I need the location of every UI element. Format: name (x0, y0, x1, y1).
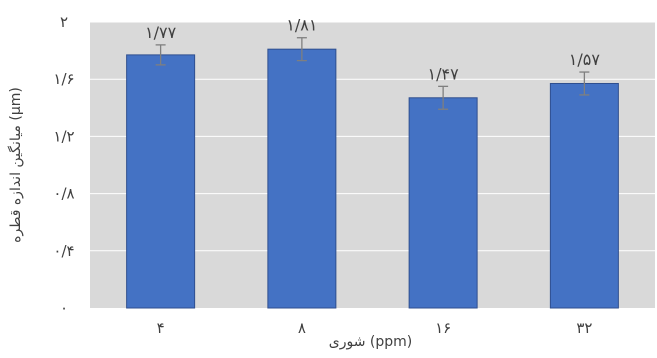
error-bar-2 (296, 37, 307, 62)
y-tick-label: ۰ (60, 299, 68, 317)
bars (126, 48, 619, 309)
data-label-1: ۱/۷۷ (145, 23, 177, 42)
x-tick-label: ۸ (298, 319, 306, 337)
y-tick-label: ۲ (60, 13, 68, 31)
error-bar-4 (579, 71, 590, 96)
y-tick-label: ۰/۸ (53, 185, 74, 203)
x-axis-title: شوری (ppm) (329, 334, 412, 350)
bar-3 (408, 97, 478, 309)
x-axis-ticks: ۴ ۸ ۱۶ ۳۲ (157, 319, 593, 337)
error-bar-3 (438, 85, 449, 110)
y-tick-label: ۱/۶ (53, 70, 74, 88)
data-labels: ۱/۷۷ ۱/۸۱ ۱/۴۷ ۱/۵۷ (145, 16, 600, 84)
error-bar-1 (155, 44, 166, 66)
x-tick-label: ۳۲ (576, 319, 592, 337)
bar-4 (549, 82, 619, 309)
data-label-3: ۱/۴۷ (428, 64, 460, 83)
y-tick-label: ۱/۲ (53, 127, 74, 145)
bar-2 (267, 48, 337, 309)
error-bars (155, 37, 590, 110)
y-axis-title: میانگین اندازه قطره (µm) (7, 87, 24, 243)
y-axis-ticks: ۰ ۰/۴ ۰/۸ ۱/۲ ۱/۶ ۲ (53, 13, 74, 317)
x-tick-label: ۴ (157, 319, 165, 337)
data-label-2: ۱/۸۱ (286, 16, 317, 35)
bar-1 (126, 54, 196, 309)
data-label-4: ۱/۵۷ (569, 50, 601, 69)
x-tick-label: ۱۶ (435, 319, 451, 337)
y-tick-label: ۰/۴ (53, 242, 74, 260)
